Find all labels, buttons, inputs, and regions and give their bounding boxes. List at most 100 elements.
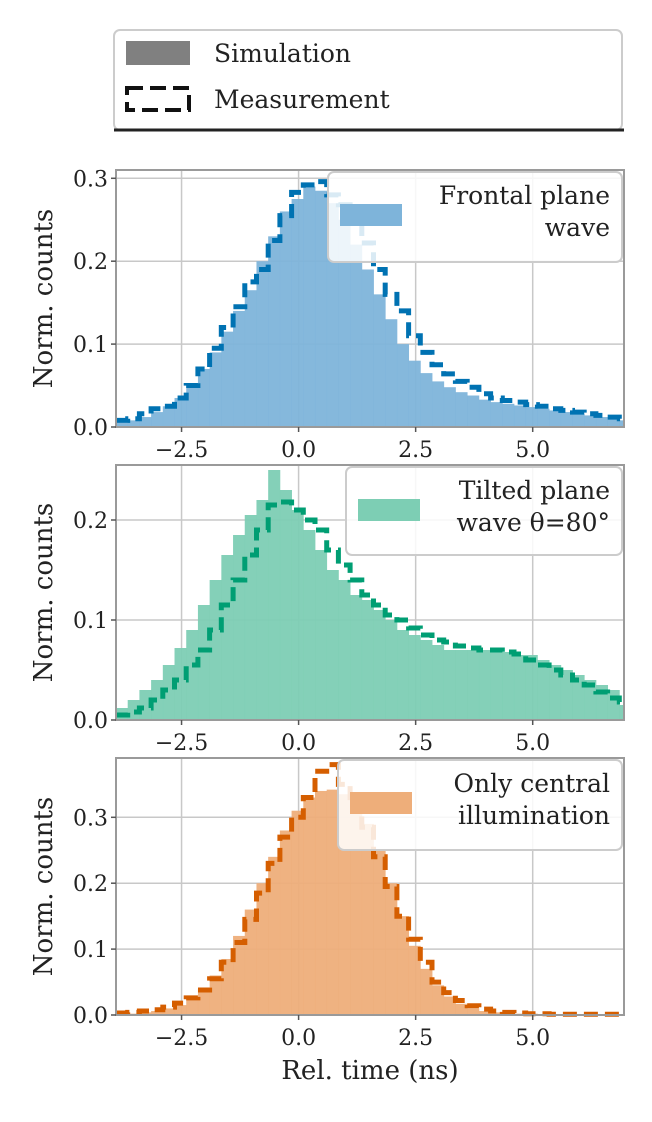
- histogram-bar: [478, 650, 491, 720]
- histogram-bar: [584, 680, 597, 720]
- histogram-bar: [151, 412, 164, 427]
- histogram-bar: [513, 655, 527, 720]
- x-tick-label: 0.0: [281, 1026, 316, 1051]
- histogram-bar: [209, 352, 222, 427]
- histogram-bar: [408, 635, 421, 720]
- y-tick-label: 0.3: [73, 806, 108, 831]
- histogram-bar: [455, 1003, 468, 1015]
- histogram-bar: [209, 580, 222, 720]
- histogram-bar: [373, 294, 386, 427]
- histogram-bar: [361, 600, 374, 720]
- axes-frame: [115, 757, 625, 1016]
- panel-legend-label: illumination: [458, 801, 610, 830]
- histogram-bar: [139, 1012, 152, 1015]
- panel-legend-label: Only central: [454, 769, 610, 798]
- histogram-bar: [595, 417, 609, 427]
- histogram-bar: [221, 331, 234, 427]
- histogram-bar: [197, 988, 211, 1015]
- histogram-bar: [420, 968, 433, 1015]
- x-tick-label: −2.5: [155, 1026, 208, 1051]
- histogram-bar: [244, 515, 257, 720]
- histogram-bar: [525, 655, 538, 720]
- histogram-bar: [549, 665, 562, 720]
- panel-legend-label: wave θ=80°: [457, 508, 610, 537]
- simulation-legend-label: Simulation: [214, 39, 351, 68]
- histogram-bar: [467, 395, 480, 427]
- histogram-bar: [162, 1008, 175, 1015]
- panel-legend-swatch: [358, 499, 420, 521]
- y-axis-label: Norm. counts: [29, 797, 59, 977]
- y-axis-label: Norm. counts: [29, 209, 59, 389]
- histogram-bar: [197, 605, 211, 720]
- measurement-step-line: [116, 499, 624, 718]
- y-tick-label: 0.0: [73, 1004, 108, 1029]
- histogram-bar: [385, 620, 398, 720]
- y-axis-label: Norm. counts: [29, 503, 59, 683]
- histogram-bar: [619, 420, 625, 427]
- histogram-bar: [291, 199, 304, 427]
- histogram-bar: [478, 399, 491, 427]
- histogram-bar: [174, 648, 187, 720]
- histogram-bar: [537, 660, 550, 720]
- histogram-bar: [432, 645, 445, 720]
- histogram-bar: [268, 236, 281, 427]
- histogram-bar: [127, 420, 140, 427]
- histogram-bar: [162, 406, 175, 427]
- x-tick-label: 5.0: [515, 731, 550, 756]
- x-tick-label: −2.5: [155, 438, 208, 463]
- panel-frontal-plane-wave: −2.5 0.0 2.5 5.0 0.0 0.1 0.2 0.3 Norm. counts Fro…: [29, 167, 625, 463]
- y-tick-label: 0.2: [73, 250, 108, 275]
- histogram-bar: [221, 958, 234, 1015]
- histogram-bar: [443, 650, 456, 720]
- histogram-bar: [233, 310, 246, 427]
- panel-legend-box: [327, 171, 623, 263]
- histogram-bar: [467, 650, 480, 720]
- histogram-bar: [233, 935, 246, 1015]
- x-tick-label: 5.0: [515, 438, 550, 463]
- x-tick-label: 0.0: [281, 731, 316, 756]
- histogram-bar: [244, 909, 257, 1015]
- histogram-bar: [373, 610, 386, 720]
- histogram-bar: [385, 883, 398, 1015]
- histogram-bar: [396, 630, 410, 720]
- histogram-bar: [443, 996, 456, 1015]
- panel-legend-label: Tilted plane: [459, 476, 610, 505]
- histogram-bar: [186, 998, 199, 1015]
- histogram-bar: [279, 490, 292, 720]
- histogram-bar: [350, 595, 363, 720]
- panel-legend-label: Frontal plane: [439, 181, 610, 210]
- panel-legend-box: [337, 759, 623, 851]
- histogram-bar: [537, 408, 550, 427]
- measurement-step-line: [116, 762, 624, 1017]
- y-tick-label: 0.1: [73, 938, 108, 963]
- histogram-bar: [279, 830, 292, 1015]
- histogram-bar: [361, 269, 374, 427]
- axes-frame: [115, 464, 625, 721]
- axes-frame: [115, 169, 625, 428]
- histogram-bar: [197, 368, 211, 427]
- histogram-bar: [385, 319, 398, 427]
- histogram-bar: [162, 665, 175, 720]
- panel-only-central-illumination: −2.5 0.0 2.5 5.0 0.0 0.1 0.2 0.3 Norm. counts Rel…: [29, 757, 625, 1086]
- histogram-bar: [244, 290, 257, 427]
- histogram-bar: [490, 1012, 503, 1015]
- y-tick-label: 0.1: [73, 609, 108, 634]
- histogram-bar: [279, 211, 292, 427]
- histogram-bar: [314, 550, 328, 720]
- histogram-bar: [408, 945, 421, 1015]
- histogram-bar: [174, 1005, 187, 1015]
- histogram-bar: [186, 630, 199, 720]
- x-axis-label: Rel. time (ns): [281, 1056, 458, 1086]
- histogram-bar: [314, 190, 328, 427]
- histogram-bar: [408, 360, 421, 427]
- histogram-bar: [455, 392, 468, 427]
- histogram-bar: [572, 413, 585, 427]
- panel-legend-swatch: [350, 792, 412, 814]
- histogram-bar: [396, 344, 410, 427]
- histogram-bar: [432, 381, 445, 427]
- histogram-bar: [549, 410, 562, 427]
- histogram-bar: [572, 675, 585, 720]
- histogram-bar: [291, 510, 304, 720]
- histogram-bar: [502, 652, 515, 720]
